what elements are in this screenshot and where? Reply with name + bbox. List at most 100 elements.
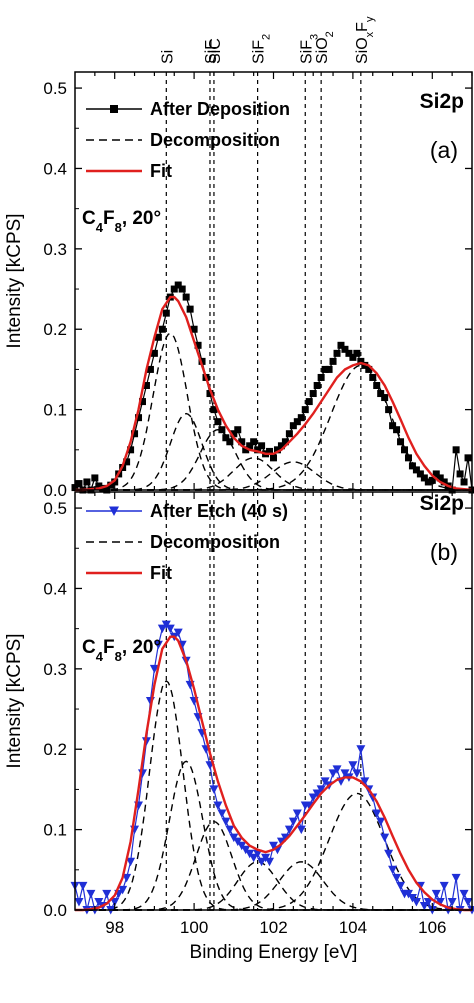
data-point xyxy=(384,849,394,859)
data-point xyxy=(158,325,166,333)
data-point xyxy=(146,365,154,373)
data-point xyxy=(225,825,235,835)
y-tick-label: 0.1 xyxy=(43,821,67,840)
data-point xyxy=(102,889,112,899)
data-point xyxy=(312,789,322,798)
y-axis-title: Intensity [kCPS] xyxy=(4,213,25,348)
peak-label-sub: 3 xyxy=(308,34,320,40)
data-point xyxy=(329,357,337,365)
data-point xyxy=(288,817,298,827)
data-point xyxy=(213,801,223,810)
data-point xyxy=(111,478,119,486)
data-point xyxy=(277,442,285,450)
data-point xyxy=(221,817,231,827)
data-point xyxy=(218,426,226,434)
y-tick-label: 0.4 xyxy=(43,159,67,178)
data-point xyxy=(321,365,329,373)
data-point xyxy=(393,426,401,434)
decomposition-component xyxy=(75,760,472,911)
data-point xyxy=(280,833,290,843)
peak-label-text: SiC xyxy=(207,38,224,64)
data-point xyxy=(313,382,321,389)
data-point xyxy=(349,353,357,361)
legend-data-marker xyxy=(110,105,118,113)
data-point xyxy=(127,446,135,454)
y-tick-label: 0.4 xyxy=(43,579,67,598)
peak-label-text: SiOxFy xyxy=(354,16,376,64)
data-point xyxy=(206,390,214,398)
peak-label-sub: 2 xyxy=(261,34,273,40)
peak-label-1: SiF xyxy=(203,40,220,64)
data-point xyxy=(75,480,83,488)
peak-label-text: SiF xyxy=(203,40,220,64)
x-tick-label: 106 xyxy=(418,918,446,937)
data-point xyxy=(460,478,468,486)
peak-label-6: SiOxFy xyxy=(354,16,376,64)
y-axis-title: Intensity [kCPS] xyxy=(4,633,25,768)
data-point xyxy=(380,833,390,843)
data-point xyxy=(373,382,381,389)
condition-sub1: 4 xyxy=(96,220,104,235)
data-point xyxy=(381,394,389,402)
data-point xyxy=(309,390,317,398)
data-point xyxy=(376,817,386,827)
data-point xyxy=(86,889,96,899)
data-point xyxy=(308,793,318,802)
y-axis-title-group: Intensity [kCPS] xyxy=(4,213,25,348)
data-series-line xyxy=(74,623,473,912)
data-point xyxy=(385,406,393,414)
data-point xyxy=(412,466,420,474)
data-point xyxy=(198,357,206,365)
data-point xyxy=(333,349,341,357)
data-point xyxy=(107,481,115,489)
data-point xyxy=(154,333,162,341)
legend-data-label: After Deposition xyxy=(150,99,290,119)
peak-label-text: SiO2 xyxy=(314,31,336,64)
data-point xyxy=(328,769,338,778)
data-point xyxy=(447,897,457,907)
peak-label-sub: 2 xyxy=(324,31,336,37)
data-point xyxy=(118,885,128,895)
data-point xyxy=(332,765,342,774)
data-point xyxy=(78,881,88,891)
peak-label-text: Si xyxy=(159,50,176,64)
peak-label-0: Si xyxy=(159,50,176,64)
data-point xyxy=(401,446,409,454)
data-point xyxy=(285,430,293,438)
data-point xyxy=(388,865,398,875)
panel-a: 0.0 0.1 0.2 0.3 0.4 0.5 Intensity [kCPS] After … xyxy=(4,71,474,500)
peak-label-main: SiO xyxy=(314,37,331,64)
peak-label-main: Si xyxy=(159,50,176,64)
data-point xyxy=(276,837,286,847)
data-point xyxy=(459,889,469,899)
data-point xyxy=(352,769,362,778)
data-point xyxy=(292,809,302,819)
data-point xyxy=(186,305,194,313)
data-point xyxy=(210,406,218,414)
data-point xyxy=(110,897,120,907)
condition-tail: , 20° xyxy=(122,637,161,658)
condition-sub1: 4 xyxy=(96,649,104,664)
x-tick-label: 102 xyxy=(259,918,287,937)
data-point xyxy=(452,446,460,454)
data-point xyxy=(297,414,305,422)
legend-data-label: After Etch (40 s) xyxy=(150,501,288,521)
data-point xyxy=(281,438,289,446)
data-point xyxy=(289,422,297,430)
data-point xyxy=(423,897,433,907)
data-point xyxy=(157,624,167,634)
data-point xyxy=(360,777,370,786)
data-point xyxy=(372,809,382,819)
data-point xyxy=(316,785,326,794)
data-point xyxy=(341,345,349,353)
panel-letter: (a) xyxy=(430,137,458,163)
data-point xyxy=(439,881,449,891)
data-point xyxy=(238,438,246,446)
x-axis-title: Binding Energy [eV] xyxy=(190,942,358,963)
data-point xyxy=(304,801,314,810)
condition-label: C4F8, 20° xyxy=(82,208,161,235)
data-point xyxy=(420,474,428,482)
data-point xyxy=(162,309,170,317)
region-label: Si2p xyxy=(420,90,464,113)
condition-base: C xyxy=(82,637,96,658)
